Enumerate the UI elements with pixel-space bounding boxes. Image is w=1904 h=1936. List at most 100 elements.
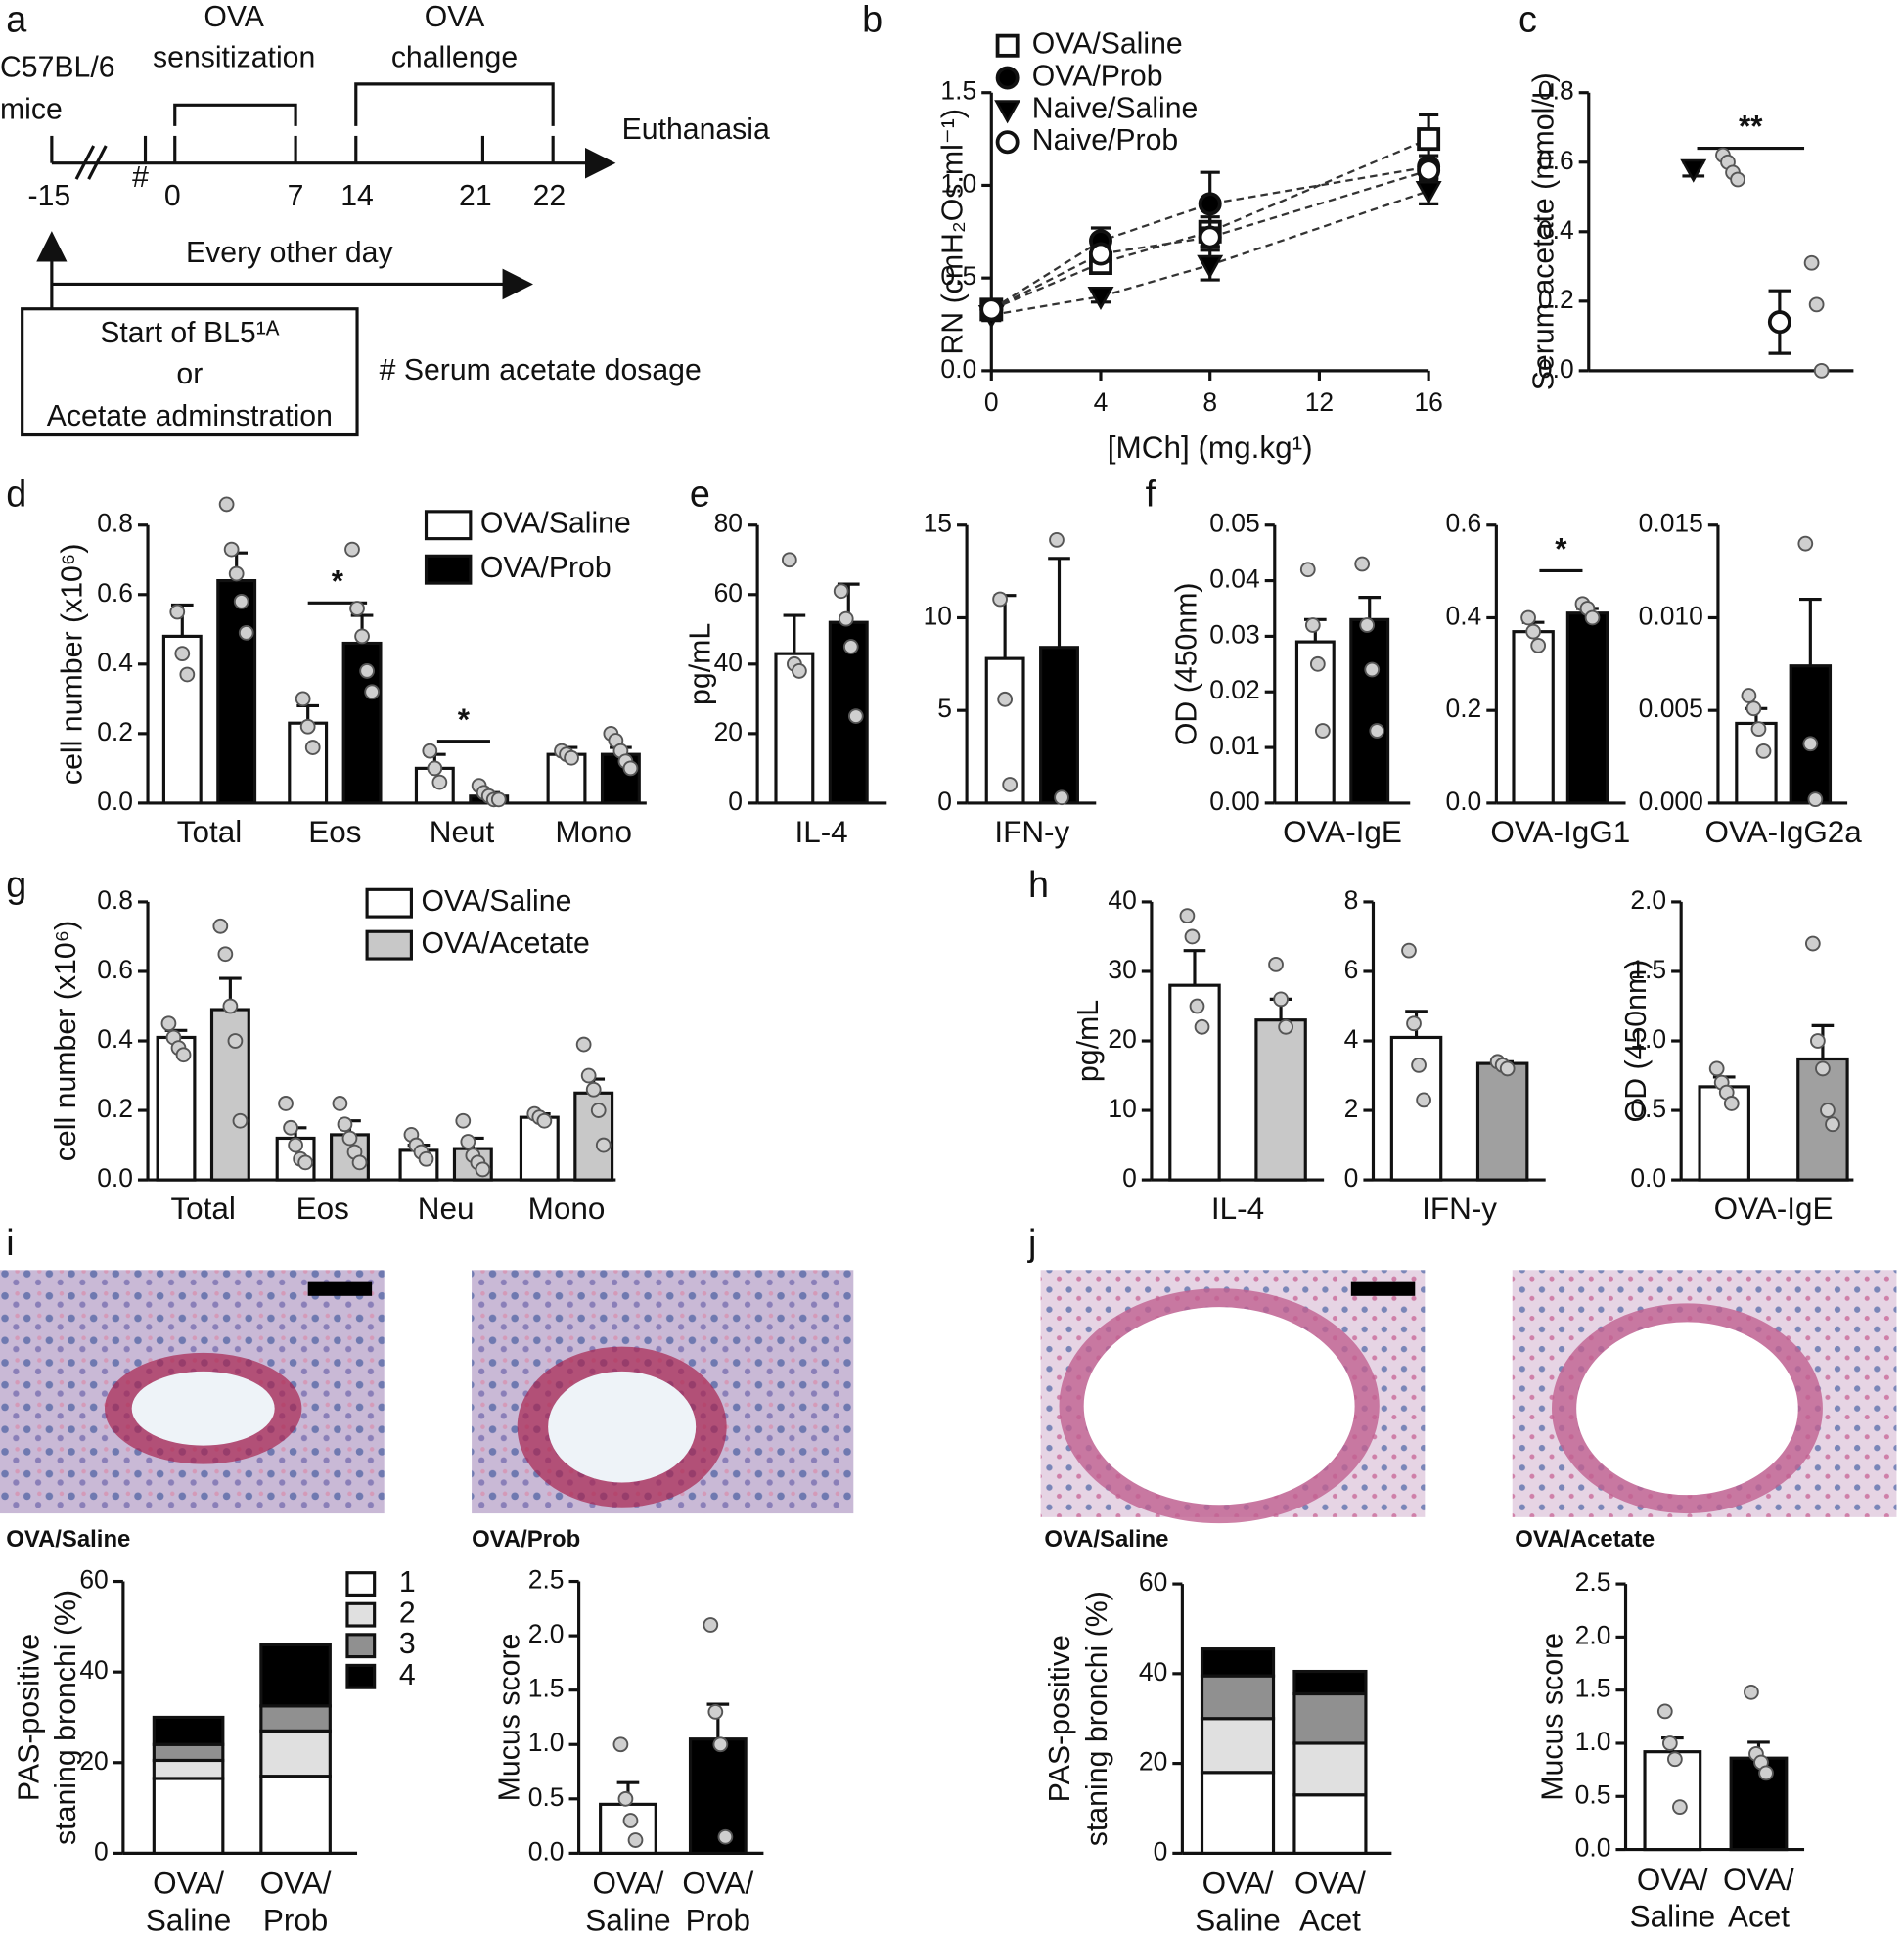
y-tick-label: 0.4 bbox=[97, 648, 133, 677]
data-point bbox=[418, 1150, 434, 1167]
panel-label: e bbox=[690, 474, 710, 516]
data-point bbox=[1304, 617, 1321, 633]
y-tick-label: 0 bbox=[728, 787, 743, 816]
y-tick-label: 10 bbox=[1108, 1094, 1136, 1123]
data-point bbox=[1656, 1703, 1673, 1720]
data-point bbox=[585, 1081, 602, 1098]
data-point bbox=[490, 791, 507, 808]
x-axis-label: OVA-IgE bbox=[1283, 814, 1402, 849]
y-tick-label: 0.0 bbox=[1538, 354, 1574, 383]
y-tick-label: 0.0 bbox=[97, 787, 133, 816]
y-tick-label: 0.03 bbox=[1209, 619, 1259, 649]
y-tick-label: 0.000 bbox=[1639, 787, 1703, 816]
scale-bar bbox=[307, 1281, 373, 1296]
y-tick-label: 0.8 bbox=[1538, 76, 1574, 106]
data-point bbox=[1730, 171, 1745, 188]
data-point bbox=[536, 1112, 553, 1129]
day: # bbox=[132, 161, 149, 194]
legend-label: Naive/Prob bbox=[1032, 124, 1178, 157]
x-tick-label: 0 bbox=[984, 387, 999, 417]
data-point bbox=[1359, 617, 1376, 633]
marker bbox=[979, 297, 1004, 322]
y-tick-label: 2.0 bbox=[1630, 885, 1666, 915]
data-point bbox=[1723, 1096, 1740, 1111]
y-tick-label: 0.2 bbox=[1538, 285, 1574, 314]
data-point bbox=[622, 760, 639, 777]
x-tick-label: Eos bbox=[296, 1191, 349, 1226]
day-ticks bbox=[50, 135, 555, 163]
x-tick-label: Eos bbox=[308, 814, 361, 849]
x-tick-label: 12 bbox=[1305, 387, 1334, 417]
day: 22 bbox=[533, 180, 567, 212]
y-tick-label: 0.04 bbox=[1209, 564, 1259, 594]
data-point bbox=[233, 593, 249, 609]
data-point bbox=[238, 624, 254, 641]
micrograph-caption: OVA/Acetate bbox=[1515, 1526, 1655, 1553]
scale-bar bbox=[1350, 1281, 1416, 1296]
lumen bbox=[1083, 1307, 1355, 1506]
bar bbox=[1168, 983, 1221, 1182]
data-point bbox=[1309, 655, 1326, 672]
legend-label: OVA/Prob bbox=[480, 552, 612, 584]
x-tick-label: Neu bbox=[418, 1191, 475, 1226]
x-tick-label: Saline bbox=[1195, 1902, 1280, 1936]
data-point bbox=[1525, 623, 1541, 640]
data-point bbox=[617, 1790, 634, 1807]
data-point bbox=[1401, 942, 1417, 959]
y-tick-label: 6 bbox=[1344, 955, 1359, 984]
data-point bbox=[175, 1047, 192, 1063]
day: -15 bbox=[28, 180, 71, 212]
y-tick-label: 0.0 bbox=[97, 1163, 133, 1193]
data-point bbox=[232, 1112, 249, 1129]
data-point bbox=[1672, 1799, 1688, 1816]
bar-segment bbox=[1292, 1793, 1368, 1855]
x-axis-label: IL-4 bbox=[794, 814, 847, 849]
data-point bbox=[349, 601, 365, 616]
data-point bbox=[1741, 688, 1757, 703]
data-point bbox=[174, 646, 191, 662]
y-tick-label: 20 bbox=[1139, 1747, 1167, 1777]
data-point bbox=[1797, 535, 1814, 552]
y-tick-label: 1.0 bbox=[528, 1728, 565, 1757]
data-point bbox=[792, 663, 807, 679]
x-tick-label: Mono bbox=[528, 1191, 606, 1226]
bar-segment bbox=[259, 1704, 332, 1733]
data-point bbox=[354, 628, 370, 645]
y-tick-label: 1.5 bbox=[1575, 1674, 1611, 1703]
micrograph-caption: OVA/Saline bbox=[1044, 1526, 1168, 1553]
marker bbox=[1417, 158, 1441, 183]
data-point bbox=[427, 760, 443, 777]
y-tick-label: 40 bbox=[714, 648, 743, 677]
y-tick-label: 0.4 bbox=[97, 1024, 133, 1054]
marker bbox=[1197, 254, 1224, 279]
data-point bbox=[295, 691, 311, 707]
data-point bbox=[1808, 296, 1825, 313]
marker bbox=[995, 33, 1020, 58]
series-line bbox=[990, 169, 1429, 311]
legend-label: OVA/Prob bbox=[1032, 61, 1163, 93]
legend-swatch bbox=[424, 554, 473, 585]
x-tick-label: Saline bbox=[1630, 1899, 1715, 1934]
legend-swatch bbox=[424, 510, 473, 541]
micrograph-caption: OVA/Prob bbox=[472, 1526, 580, 1553]
y-axis-label: pg/mL bbox=[684, 623, 716, 705]
y-tick-label: 0 bbox=[1122, 1163, 1137, 1193]
data-point bbox=[1530, 637, 1547, 653]
x-tick-label: Prob bbox=[686, 1902, 750, 1936]
legend-label: OVA/Acetate bbox=[421, 927, 589, 960]
y-tick-label: 0.0 bbox=[1446, 787, 1482, 816]
bar-segment bbox=[1200, 1674, 1276, 1721]
marker bbox=[995, 66, 1020, 90]
data-point bbox=[622, 1813, 639, 1828]
data-point bbox=[297, 1154, 314, 1171]
data-point bbox=[212, 918, 229, 934]
y-tick-label: 60 bbox=[714, 578, 743, 608]
data-point bbox=[364, 684, 381, 700]
data-point bbox=[1268, 956, 1284, 972]
y-tick-label: 0.6 bbox=[97, 955, 133, 984]
y-tick-label: 0.5 bbox=[1575, 1779, 1611, 1809]
y-tick-label: 0 bbox=[94, 1836, 109, 1866]
legend-swatch bbox=[345, 1633, 377, 1659]
data-point bbox=[283, 1119, 298, 1136]
start-box bbox=[21, 307, 359, 437]
